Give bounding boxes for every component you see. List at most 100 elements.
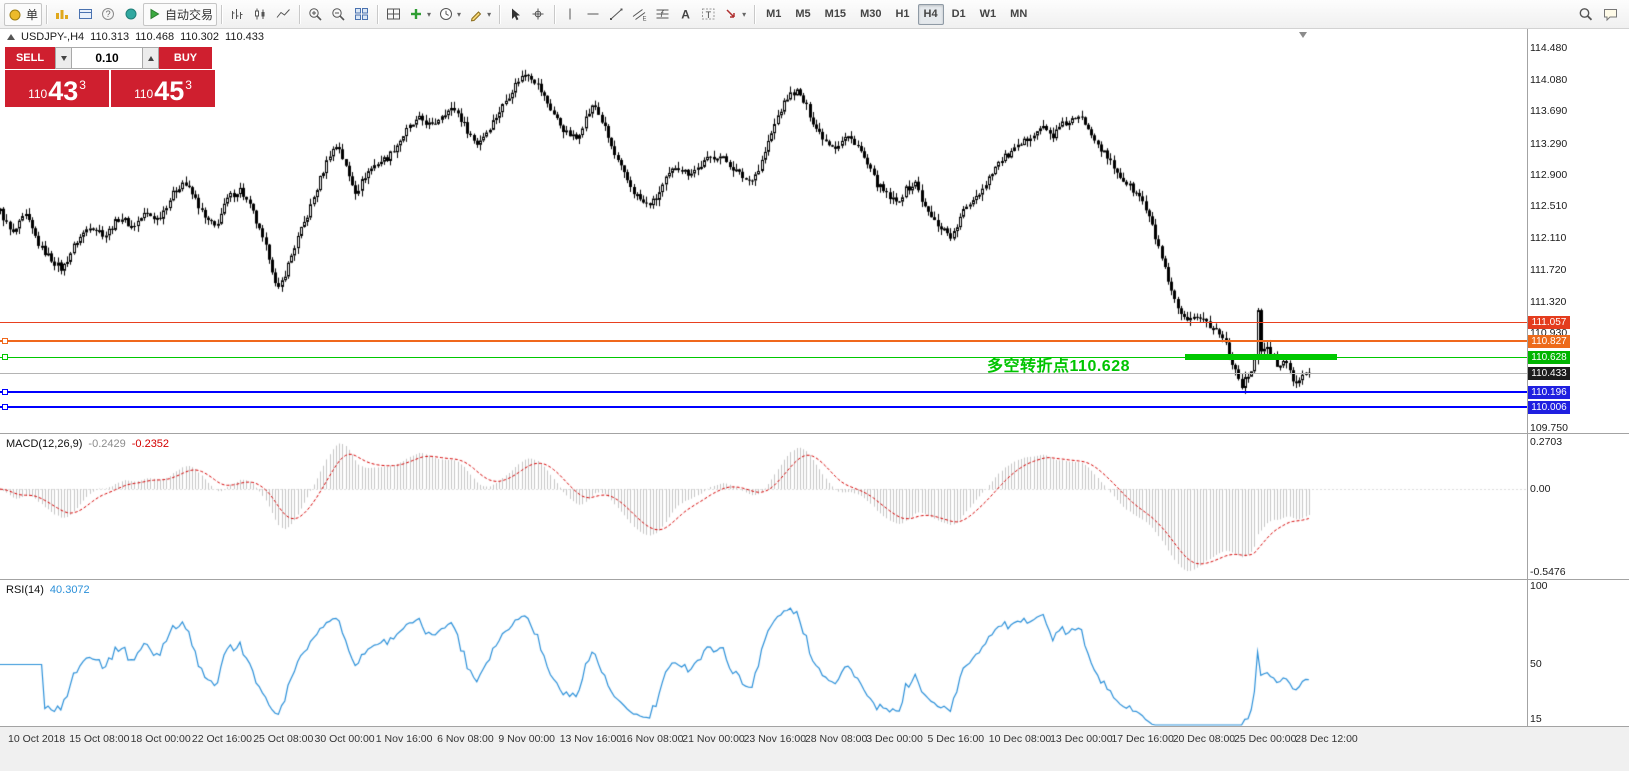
candlestick-chart-button[interactable] — [249, 3, 272, 26]
templates-icon — [469, 7, 484, 22]
indicators-list-button[interactable] — [382, 3, 405, 26]
autotrading-button-label: 自动交易 — [165, 7, 214, 22]
sell-price[interactable]: 110 43 3 — [5, 70, 109, 107]
add-indicator-button[interactable]: ▾ — [405, 3, 435, 26]
time-axis-label: 15 Oct 08:00 — [69, 733, 130, 745]
timeframe-m5-button[interactable]: M5 — [789, 4, 816, 25]
crosshair-button[interactable] — [527, 3, 550, 26]
line-handle[interactable] — [2, 404, 8, 411]
vertical-line-button[interactable] — [559, 3, 582, 26]
buy-button[interactable]: BUY — [159, 47, 212, 69]
rsi-indicator-canvas[interactable] — [0, 580, 1527, 727]
horizontal-line-110.628[interactable] — [0, 356, 1527, 358]
crosshair-icon — [531, 7, 546, 22]
volume-input[interactable] — [72, 47, 142, 69]
zoom-out-button[interactable] — [327, 3, 350, 26]
vertical-line-icon — [563, 7, 578, 22]
price-axis-tick: 112.900 — [1530, 168, 1568, 181]
fibonacci-button[interactable]: f — [651, 3, 674, 26]
search-button[interactable] — [1574, 3, 1597, 26]
rsi-name: RSI(14) — [6, 584, 44, 596]
buy-price-big: 45 — [154, 76, 185, 106]
tile-windows-icon — [354, 7, 369, 22]
trendline-button[interactable] — [605, 3, 628, 26]
line-chart-button[interactable] — [272, 3, 295, 26]
equidistant-channel-button[interactable]: E — [628, 3, 651, 26]
timeframe-h1-button[interactable]: H1 — [889, 4, 915, 25]
time-axis-label: 28 Nov 08:00 — [804, 733, 868, 745]
price-axis-tick: 111.720 — [1530, 263, 1567, 276]
timeframe-mn-button[interactable]: MN — [1004, 4, 1033, 25]
templates-button[interactable]: ▾ — [465, 3, 495, 26]
trendline-icon — [609, 7, 624, 22]
symbol-period-label: USDJPY-,H4 — [21, 31, 85, 43]
candlestick-chart-icon — [253, 7, 268, 22]
time-axis-label: 16 Nov 08:00 — [621, 733, 684, 745]
macd-indicator-canvas[interactable] — [0, 434, 1527, 580]
horizontal-line-110.196[interactable] — [0, 391, 1527, 394]
horizontal-line-icon — [586, 7, 601, 22]
horizontal-line-110.006[interactable] — [0, 406, 1527, 409]
pane-separator[interactable] — [0, 579, 1629, 580]
new-order-button[interactable]: 单 — [4, 2, 43, 26]
timeframe-m1-button[interactable]: M1 — [760, 4, 787, 25]
text-icon: A — [678, 7, 693, 22]
price-axis-tick: 114.480 — [1530, 41, 1568, 54]
text-label-button[interactable]: T — [697, 3, 720, 26]
trendline-segment-110.628[interactable] — [1185, 354, 1337, 361]
horizontal-line-110.827[interactable] — [0, 340, 1527, 343]
market-watch-icon — [55, 7, 70, 22]
time-axis-label: 9 Nov 00:00 — [498, 733, 556, 745]
rsi-value: 40.3072 — [49, 584, 90, 596]
horizontal-line-111.057[interactable] — [0, 322, 1527, 324]
help-button[interactable]: ? — [97, 3, 120, 26]
volume-down-button[interactable] — [55, 47, 72, 69]
toolbar-separator — [754, 4, 756, 24]
timeframe-m15-button[interactable]: M15 — [819, 4, 852, 25]
line-handle[interactable] — [2, 389, 8, 396]
line-handle[interactable] — [2, 338, 8, 345]
data-window-button[interactable] — [74, 3, 97, 26]
market-watch-button[interactable] — [51, 3, 74, 26]
horizontal-line-button[interactable] — [582, 3, 605, 26]
text-button[interactable]: A — [674, 3, 697, 26]
timeframe-d1-button[interactable]: D1 — [946, 4, 972, 25]
timeframe-w1-button[interactable]: W1 — [974, 4, 1003, 25]
bid-price-badge: 110.433 — [1528, 366, 1570, 380]
tile-windows-button[interactable] — [350, 3, 373, 26]
timeframe-m30-button[interactable]: M30 — [854, 4, 887, 25]
period-button[interactable]: ▾ — [435, 3, 465, 26]
dropdown-caret-icon: ▾ — [457, 9, 462, 19]
one-click-collapse-icon[interactable] — [7, 34, 15, 40]
price-level-badge-110.827: 110.827 — [1528, 334, 1570, 348]
community-button[interactable] — [120, 3, 143, 26]
ohlc-open: 110.313 — [90, 31, 130, 43]
volume-up-button[interactable] — [142, 47, 159, 69]
sell-button[interactable]: SELL — [5, 47, 55, 69]
buy-price[interactable]: 110 45 3 — [111, 70, 215, 107]
fibonacci-icon: f — [655, 7, 670, 22]
time-axis-label: 6 Nov 08:00 — [437, 733, 494, 745]
arrows-button[interactable]: ▾ — [720, 3, 750, 26]
bar-chart-button[interactable] — [226, 3, 249, 26]
svg-text:T: T — [706, 9, 712, 19]
zoom-in-button[interactable] — [304, 3, 327, 26]
pane-separator[interactable] — [0, 433, 1629, 434]
time-axis-label: 22 Oct 16:00 — [191, 733, 253, 745]
svg-text:E: E — [643, 16, 647, 22]
turning-point-annotation[interactable]: 多空转折点110.628 — [987, 358, 1130, 375]
rsi-axis-label: 50 — [1530, 658, 1542, 671]
chart-shift-marker[interactable] — [1299, 32, 1307, 38]
buy-price-prefix: 110 — [134, 87, 154, 101]
chat-button[interactable] — [1599, 3, 1622, 26]
line-handle[interactable] — [2, 354, 8, 361]
price-level-badge-110.006: 110.006 — [1528, 400, 1570, 414]
timeframe-h4-button[interactable]: H4 — [917, 3, 944, 25]
sell-price-big: 43 — [48, 76, 79, 106]
price-axis-tick: 113.290 — [1530, 137, 1568, 150]
cursor-button[interactable] — [504, 3, 527, 26]
dropdown-caret-icon: ▾ — [742, 9, 747, 19]
autotrading-button[interactable]: 自动交易 — [143, 2, 218, 26]
price-chart-canvas[interactable] — [0, 29, 1527, 434]
toolbar-separator — [554, 4, 556, 24]
